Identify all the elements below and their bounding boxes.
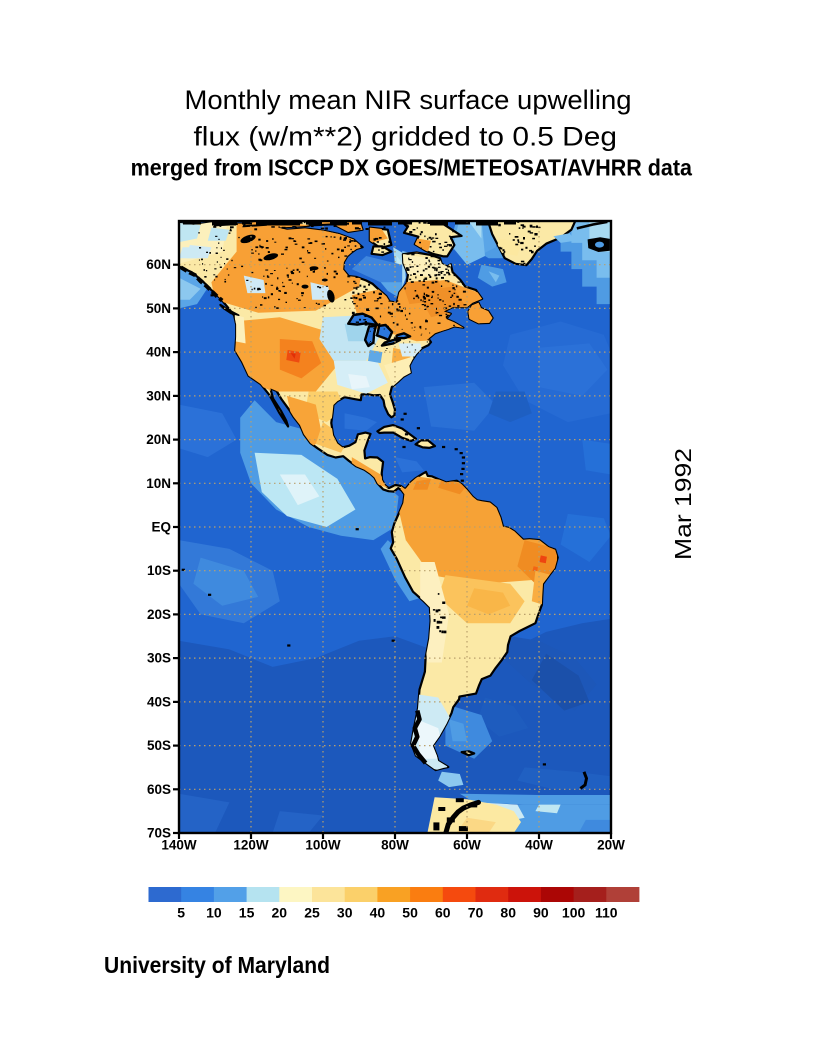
svg-text:50S: 50S [147, 738, 171, 753]
svg-text:100: 100 [562, 905, 586, 921]
svg-text:20S: 20S [147, 607, 171, 622]
svg-text:60: 60 [435, 905, 451, 921]
svg-text:40W: 40W [525, 838, 553, 853]
svg-text:110: 110 [595, 905, 618, 921]
svg-text:80W: 80W [381, 838, 409, 853]
svg-text:50N: 50N [146, 301, 171, 316]
svg-text:EQ: EQ [151, 520, 171, 535]
svg-text:5: 5 [177, 905, 185, 921]
svg-text:flux (w/m**2) gridded to 0.5 D: flux (w/m**2) gridded to 0.5 Deg [194, 122, 618, 152]
svg-text:University of Maryland: University of Maryland [104, 952, 330, 978]
svg-text:100W: 100W [305, 838, 341, 853]
svg-text:Mar 1992: Mar 1992 [670, 448, 696, 560]
svg-text:40N: 40N [146, 345, 171, 360]
svg-text:25: 25 [304, 905, 320, 921]
svg-text:30: 30 [337, 905, 353, 921]
svg-text:20W: 20W [597, 838, 625, 853]
svg-text:60N: 60N [146, 257, 171, 272]
svg-text:40: 40 [370, 905, 386, 921]
svg-text:70: 70 [468, 905, 484, 921]
svg-text:30N: 30N [146, 388, 171, 403]
svg-text:10: 10 [206, 905, 222, 921]
svg-text:Monthly mean NIR surface upwel: Monthly mean NIR surface upwelling [185, 85, 632, 115]
svg-text:80: 80 [500, 905, 516, 921]
svg-text:10S: 10S [147, 563, 171, 578]
svg-text:20: 20 [272, 905, 288, 921]
svg-text:15: 15 [239, 905, 255, 921]
svg-text:30S: 30S [147, 651, 171, 666]
svg-text:60W: 60W [453, 838, 481, 853]
svg-text:90: 90 [533, 905, 549, 921]
svg-text:120W: 120W [233, 838, 269, 853]
svg-text:merged from ISCCP DX GOES/METE: merged from ISCCP DX GOES/METEOSAT/AVHRR… [131, 155, 693, 181]
svg-text:60S: 60S [147, 782, 171, 797]
svg-text:70S: 70S [147, 826, 171, 841]
svg-text:40S: 40S [147, 694, 171, 709]
svg-text:20N: 20N [146, 432, 171, 447]
svg-text:50: 50 [402, 905, 418, 921]
svg-text:140W: 140W [161, 838, 197, 853]
svg-text:10N: 10N [146, 476, 171, 491]
